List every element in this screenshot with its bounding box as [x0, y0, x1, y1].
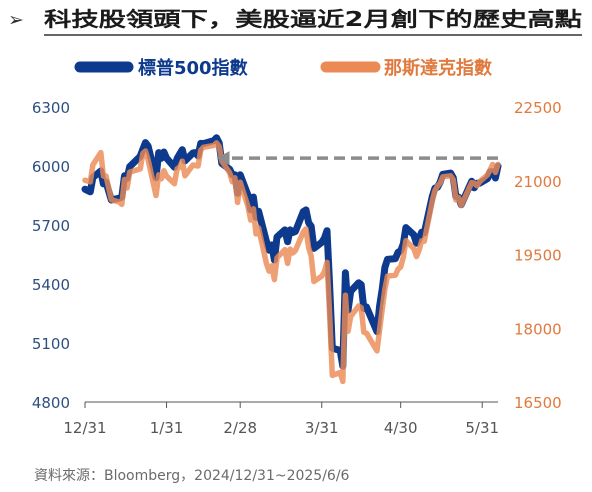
right-tick-label: 19500 [514, 247, 562, 265]
left-tick-label: 5100 [32, 335, 70, 353]
x-tick-label: 12/31 [63, 419, 106, 437]
nasdaq-line [82, 140, 501, 385]
left-tick-label: 5700 [32, 217, 70, 235]
legend-label-nasdaq: 那斯達克指數 [384, 57, 492, 79]
x-tick-label: 3/31 [305, 419, 339, 437]
legend: 標普500指數 那斯達克指數 [74, 57, 492, 79]
left-tick-label: 6300 [32, 99, 70, 117]
left-tick-label: 6000 [32, 158, 70, 176]
reference-layer [216, 151, 498, 166]
right-tick-label: 21000 [514, 173, 562, 191]
right-tick-label: 22500 [514, 99, 562, 117]
x-tick-label: 2/28 [223, 419, 257, 437]
right-axis: 22500 21000 19500 18000 16500 [514, 99, 562, 412]
x-tick-label: 5/31 [465, 419, 499, 437]
left-tick-label: 4800 [32, 394, 70, 412]
left-axis: 6300 6000 5700 5400 5100 4800 [32, 99, 70, 412]
reference-arrowhead-icon [216, 151, 230, 166]
x-axis: 12/31 1/31 2/28 3/31 4/30 5/31 [63, 402, 499, 437]
x-tick-label: 4/30 [384, 419, 418, 437]
left-tick-label: 5400 [32, 276, 70, 294]
source-note: 資料來源：Bloomberg，2024/12/31~2025/6/6 [34, 468, 350, 484]
x-tick-label: 1/31 [150, 419, 184, 437]
right-tick-label: 18000 [514, 320, 562, 338]
title-bullet-icon: ➢ [8, 9, 24, 31]
chart-title: 科技股領頭下，美股逼近2月創下的歷史高點 [44, 7, 582, 31]
legend-label-sp500: 標普500指數 [138, 57, 248, 79]
right-tick-label: 16500 [514, 394, 562, 412]
series-layer [81, 134, 502, 385]
